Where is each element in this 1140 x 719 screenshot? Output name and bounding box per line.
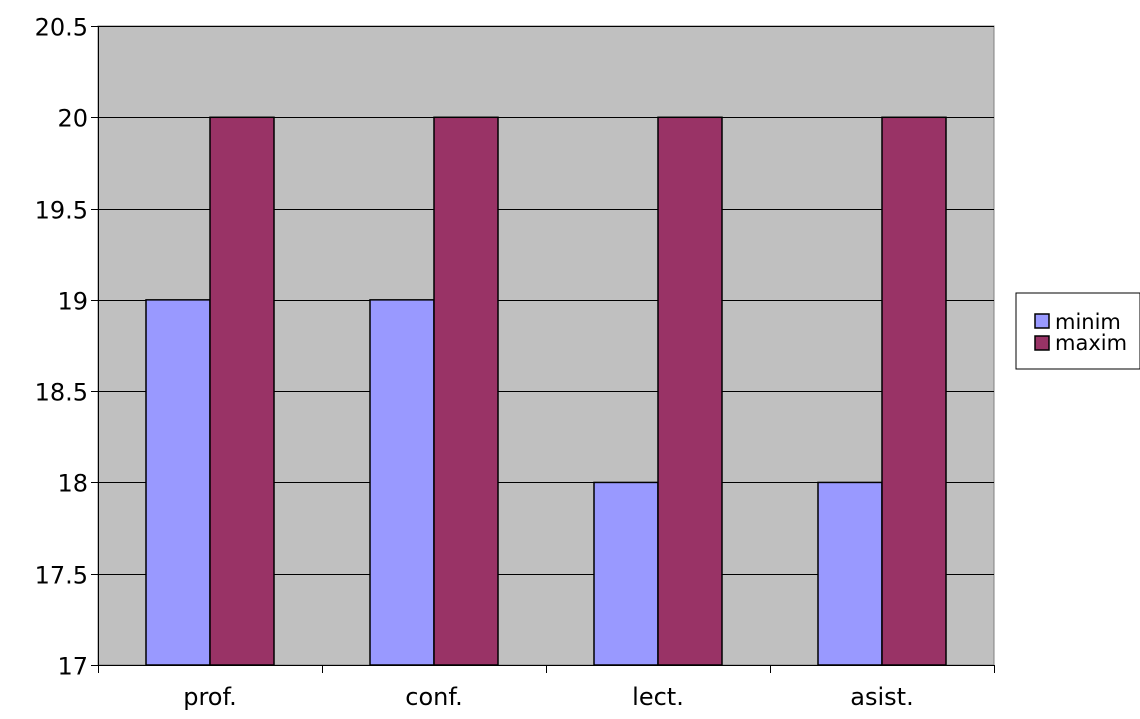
legend-box — [1015, 292, 1140, 370]
legend-label-maxim: maxim — [1055, 331, 1127, 355]
bar-maxim-2 — [657, 116, 723, 666]
y-tick-label: 17 — [57, 653, 88, 681]
bar-minim-0 — [145, 299, 211, 666]
legend-label-minim: minim — [1055, 310, 1121, 334]
x-tick-label: lect. — [632, 683, 684, 711]
bar-minim-2 — [593, 481, 659, 666]
y-tick-label: 17.5 — [35, 562, 88, 590]
bar-maxim-0 — [209, 116, 275, 666]
legend-swatch-minim — [1034, 313, 1050, 329]
y-axis: 17 17.5 18 18.5 19 19.5 20 20.5 — [35, 14, 99, 681]
legend: minim maxim — [1015, 292, 1140, 370]
x-tick-label: prof. — [183, 683, 237, 711]
bars — [145, 116, 947, 666]
x-tick-label: conf. — [405, 683, 462, 711]
y-tick-label: 19 — [57, 288, 88, 316]
y-tick-label: 18 — [57, 470, 88, 498]
bar-maxim-3 — [881, 116, 947, 666]
bar-minim-1 — [369, 299, 435, 666]
y-tick-label: 20 — [57, 105, 88, 133]
x-axis: prof. conf. lect. asist. — [98, 665, 995, 711]
legend-swatch-maxim — [1034, 335, 1050, 351]
y-tick-label: 20.5 — [35, 14, 88, 42]
bar-maxim-1 — [433, 116, 499, 666]
y-tick-label: 18.5 — [35, 379, 88, 407]
y-tick-label: 19.5 — [35, 197, 88, 225]
bar-minim-3 — [817, 481, 883, 666]
x-tick-label: asist. — [850, 683, 913, 711]
